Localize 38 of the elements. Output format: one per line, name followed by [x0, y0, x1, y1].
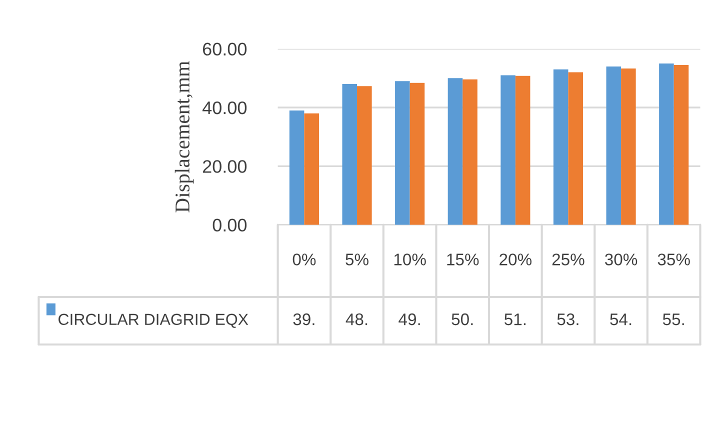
bar — [410, 82, 425, 225]
data-label: 54. — [610, 314, 632, 326]
bar — [462, 79, 478, 225]
bar — [674, 64, 689, 225]
y-tick-label: 60.00 — [202, 42, 247, 56]
data-label: 53. — [557, 313, 578, 326]
y-tick-label: 40.00 — [202, 101, 247, 114]
x-tick-label: 0% — [292, 254, 316, 266]
bar — [304, 113, 319, 225]
bar — [568, 72, 584, 225]
x-tick-label: 25% — [552, 254, 584, 266]
data-label: 49. — [398, 313, 420, 326]
x-tick-label: 20% — [500, 254, 532, 266]
bar — [621, 68, 636, 225]
bar — [515, 76, 530, 225]
bar — [553, 69, 568, 225]
x-tick-label: 5% — [346, 254, 368, 266]
x-tick-label: 15% — [447, 254, 479, 266]
data-label: 55. — [662, 314, 684, 326]
x-tick-label: 35% — [658, 254, 690, 266]
y-tick-label: 20.00 — [202, 160, 247, 173]
legend-label: CIRCULAR DIAGRID EQX — [58, 314, 248, 328]
y-tick-label: 0.00 — [212, 218, 247, 232]
bar — [342, 84, 358, 225]
bar — [289, 110, 304, 225]
bar — [357, 86, 372, 225]
data-label: 48. — [346, 313, 368, 326]
bar — [659, 64, 674, 225]
bar — [500, 75, 516, 225]
data-label: 39. — [293, 313, 314, 326]
bar — [606, 66, 622, 225]
bar — [395, 81, 410, 225]
x-tick-label: 10% — [394, 254, 426, 266]
y-axis-title: Displacement,mm — [174, 61, 194, 212]
data-label: 50. — [452, 313, 473, 326]
bar — [448, 78, 463, 225]
data-label: 51. — [504, 314, 526, 326]
x-tick-label: 30% — [604, 254, 638, 266]
